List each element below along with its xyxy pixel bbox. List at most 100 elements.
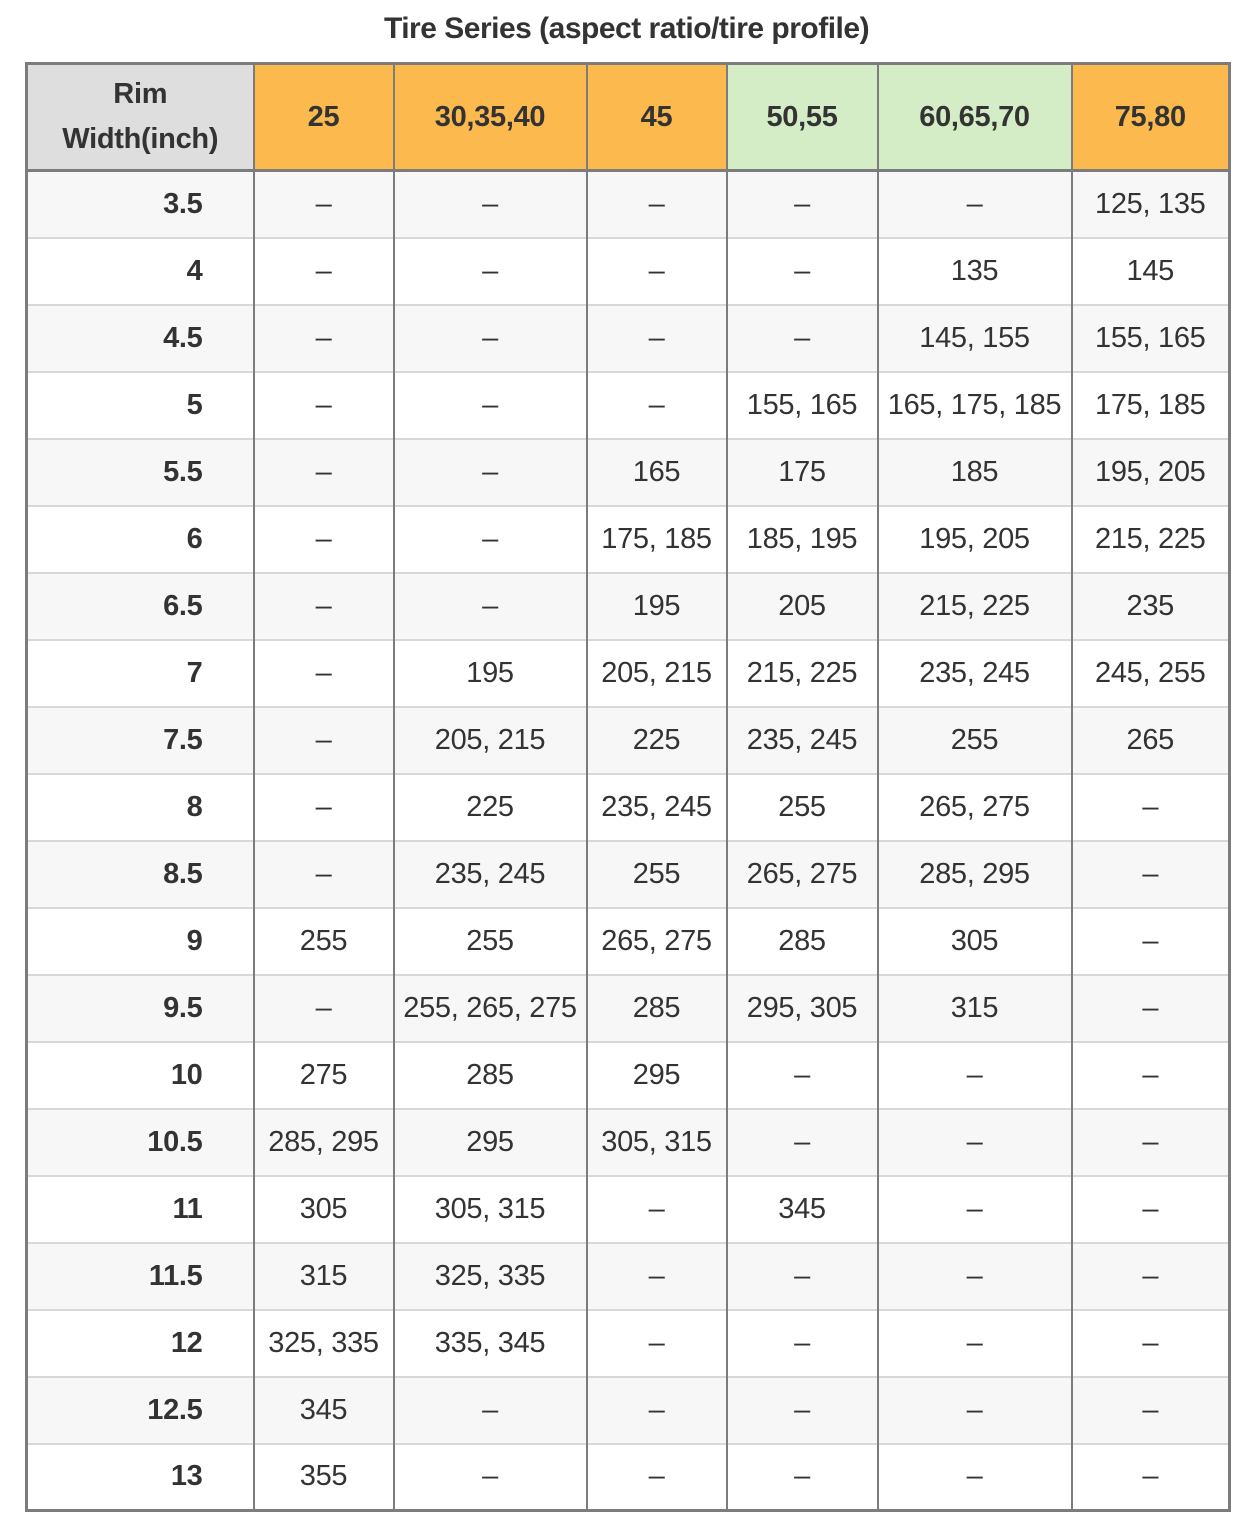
table-row: 13 355– – – – – (26, 1442, 1230, 1511)
tire-width-cell: – (392, 303, 587, 372)
tire-width-cell: – (1070, 973, 1230, 1042)
tire-width-cell: 185, 195 (725, 504, 878, 573)
tire-width-cell: – (876, 1174, 1072, 1243)
table-row: 10 275 285 295– – – (26, 1040, 1230, 1109)
tire-width-cell: – (725, 1375, 878, 1444)
table-row: 6– –175, 185 185, 195 195, 205 215, 225 (26, 504, 1230, 573)
tire-width-cell: – (252, 236, 394, 305)
table-row: 12.5 345– – – – – (26, 1375, 1230, 1444)
tire-width-cell: 345 (725, 1174, 878, 1243)
tire-width-cell: 225 (392, 772, 587, 841)
tire-width-cell: 135 (876, 236, 1072, 305)
tire-width-cell: – (876, 1107, 1072, 1176)
tire-width-cell: 265, 275 (585, 906, 727, 975)
rim-width-cell: 6 (26, 504, 254, 573)
tire-width-cell: 355 (252, 1442, 394, 1511)
tire-width-cell: – (585, 1241, 727, 1310)
tire-width-cell: 235, 245 (585, 772, 727, 841)
tire-width-cell: 265, 275 (876, 772, 1072, 841)
rim-width-cell: 6.5 (26, 571, 254, 640)
tire-width-cell: 125, 135 (1070, 170, 1230, 238)
tire-width-cell: 335, 345 (392, 1308, 587, 1377)
tire-width-cell: – (725, 1442, 878, 1511)
tire-width-cell: – (1070, 1107, 1230, 1176)
tire-width-cell: – (725, 1040, 878, 1109)
tire-width-cell: – (392, 437, 587, 506)
tire-width-cell: – (1070, 1375, 1230, 1444)
tire-width-cell: – (252, 705, 394, 774)
tire-series-table: Rim Width(inch) 25 30,35,40 45 50,55 60,65,7… (25, 62, 1231, 1512)
tire-width-cell: 145 (1070, 236, 1230, 305)
tire-width-cell: – (585, 170, 727, 238)
tire-width-cell: 255 (725, 772, 878, 841)
tire-width-cell: – (725, 1241, 878, 1310)
tire-width-cell: 255 (252, 906, 394, 975)
rim-width-cell: 8 (26, 772, 254, 841)
rim-width-cell: 11.5 (26, 1241, 254, 1310)
tire-width-cell: 235, 245 (876, 638, 1072, 707)
rim-width-cell: 12 (26, 1308, 254, 1377)
tire-width-cell: – (252, 772, 394, 841)
tire-width-cell: – (585, 1375, 727, 1444)
tire-width-cell: 165 (585, 437, 727, 506)
rim-width-cell: 9.5 (26, 973, 254, 1042)
tire-width-cell: 295 (585, 1040, 727, 1109)
tire-width-cell: 175 (725, 437, 878, 506)
table-row: 7–195 205, 215 215, 225 235, 245 245, 255 (26, 638, 1230, 707)
tire-width-cell: – (252, 170, 394, 238)
tire-width-cell: – (1070, 772, 1230, 841)
tire-width-cell: – (876, 170, 1072, 238)
table-body: 3.5– – – – –125, 135 4– – – –135 145 4.5– – – –145, 1… (26, 170, 1230, 1511)
tire-width-cell: 305 (252, 1174, 394, 1243)
tire-width-cell: 215, 225 (876, 571, 1072, 640)
tire-width-cell: 235, 245 (725, 705, 878, 774)
rim-width-cell: 8.5 (26, 839, 254, 908)
rim-width-cell: 5.5 (26, 437, 254, 506)
table-row: 5– – –155, 165 165, 175, 185 175, 185 (26, 370, 1230, 439)
tire-width-cell: 175, 185 (585, 504, 727, 573)
tire-width-cell: – (252, 571, 394, 640)
tire-width-cell: 295 (392, 1107, 587, 1176)
tire-width-cell: 285, 295 (252, 1107, 394, 1176)
tire-width-cell: 155, 165 (1070, 303, 1230, 372)
tire-width-cell: – (392, 170, 587, 238)
corner-header-line1: Rim (113, 78, 168, 111)
tire-width-cell: – (585, 370, 727, 439)
tire-width-cell: 205 (725, 571, 878, 640)
tire-width-cell: – (1070, 1174, 1230, 1243)
table-row: 9 255 255 265, 275 285 305– (26, 906, 1230, 975)
tire-width-cell: – (252, 504, 394, 573)
tire-width-cell: – (585, 236, 727, 305)
tire-width-cell: – (585, 1174, 727, 1243)
tire-width-cell: – (252, 437, 394, 506)
table-row: 4– – – –135 145 (26, 236, 1230, 305)
tire-width-cell: 285 (725, 906, 878, 975)
tire-width-cell: 345 (252, 1375, 394, 1444)
tire-width-cell: – (392, 571, 587, 640)
rim-width-cell: 10.5 (26, 1107, 254, 1176)
tire-width-cell: – (1070, 1241, 1230, 1310)
tire-width-cell: 205, 215 (585, 638, 727, 707)
tire-width-cell: – (252, 303, 394, 372)
table-row: 5.5– –165 175 185 195, 205 (26, 437, 1230, 506)
tire-width-cell: 195 (585, 571, 727, 640)
corner-header-rim-width: Rim Width(inch) (26, 63, 254, 172)
tire-width-cell: – (392, 504, 587, 573)
tire-width-cell: 305, 315 (585, 1107, 727, 1176)
tire-width-cell: 265, 275 (725, 839, 878, 908)
tire-width-cell: 195, 205 (1070, 437, 1230, 506)
table-row: 11 305 305, 315–345– – (26, 1174, 1230, 1243)
column-header-25: 25 (252, 63, 394, 172)
rim-width-cell: 4.5 (26, 303, 254, 372)
table-header: Rim Width(inch) 25 30,35,40 45 50,55 60,65,7… (26, 63, 1230, 172)
tire-width-cell: 205, 215 (392, 705, 587, 774)
rim-width-cell: 13 (26, 1442, 254, 1511)
tire-width-cell: 195 (392, 638, 587, 707)
tire-width-cell: 155, 165 (725, 370, 878, 439)
tire-width-cell: – (1070, 1442, 1230, 1511)
tire-width-cell: 215, 225 (1070, 504, 1230, 573)
tire-width-cell: 185 (876, 437, 1072, 506)
rim-width-cell: 7.5 (26, 705, 254, 774)
tire-width-cell: – (1070, 1308, 1230, 1377)
